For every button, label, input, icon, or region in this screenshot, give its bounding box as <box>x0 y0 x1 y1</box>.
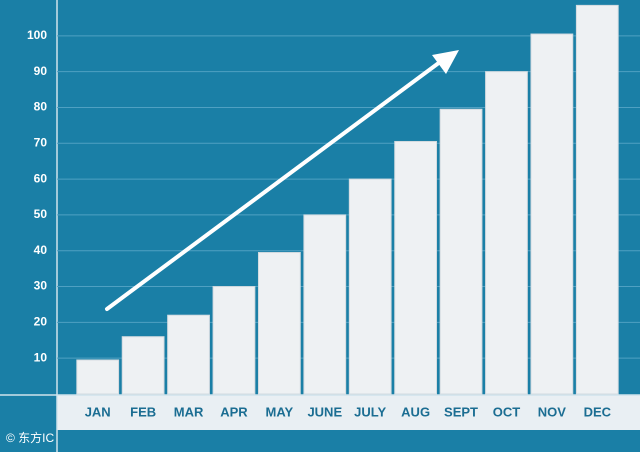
y-tick-label: 10 <box>34 350 48 364</box>
x-tick-label: MAR <box>174 404 204 419</box>
x-tick-label: AUG <box>401 404 430 419</box>
bar <box>439 108 483 395</box>
y-tick-label: 90 <box>34 64 48 78</box>
category-strip <box>57 395 640 430</box>
bar <box>530 33 574 395</box>
bar <box>212 286 256 395</box>
bar <box>485 71 528 395</box>
x-tick-label: JULY <box>354 404 386 419</box>
bar <box>121 336 165 395</box>
x-tick-label: APR <box>220 404 248 419</box>
bar <box>575 4 619 395</box>
x-tick-label: JUNE <box>307 404 342 419</box>
arrow-shaft <box>105 60 442 311</box>
trend-arrow <box>105 50 459 311</box>
bar <box>394 140 438 395</box>
y-tick-label: 70 <box>34 135 48 149</box>
y-tick-label: 30 <box>34 279 48 293</box>
x-tick-label: JAN <box>85 404 111 419</box>
bar <box>257 252 301 395</box>
arrow-head <box>432 50 459 74</box>
y-tick-label: 80 <box>34 100 48 114</box>
x-tick-label: DEC <box>584 404 612 419</box>
y-tick-label: 50 <box>34 207 48 221</box>
x-tick-label: SEPT <box>444 404 478 419</box>
y-tick-label: 60 <box>34 171 48 185</box>
x-tick-label: FEB <box>130 404 156 419</box>
x-tick-label: OCT <box>493 404 521 419</box>
y-tick-label: 20 <box>34 315 48 329</box>
y-tick-label: 40 <box>34 243 48 257</box>
x-tick-label: NOV <box>538 404 567 419</box>
x-tick-label: MAY <box>266 404 294 419</box>
bar <box>167 314 210 395</box>
bar <box>303 214 347 395</box>
bar <box>348 178 392 395</box>
bar <box>76 359 120 395</box>
watermark: © 东方IC <box>6 430 55 445</box>
y-tick-label: 100 <box>27 28 47 42</box>
